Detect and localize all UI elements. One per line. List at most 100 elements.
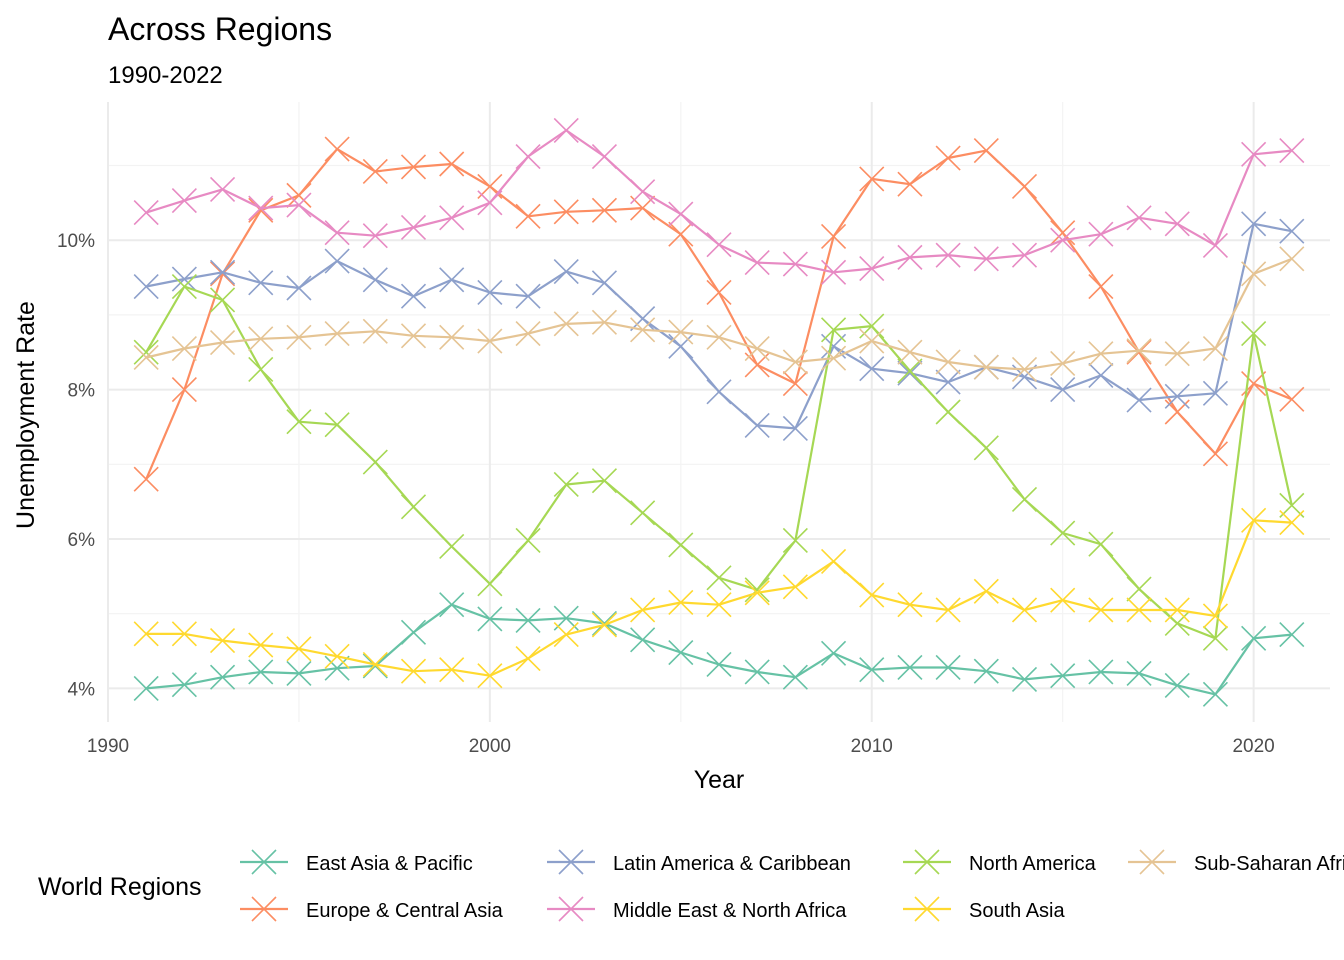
legend-label: Europe & Central Asia (306, 900, 504, 922)
data-point (286, 182, 312, 208)
data-point (248, 195, 274, 221)
data-point (782, 371, 808, 397)
data-point (209, 176, 236, 202)
data-point (362, 653, 388, 679)
data-point (859, 328, 885, 354)
data-point (248, 356, 274, 382)
data-point (668, 532, 694, 558)
data-point (1164, 597, 1190, 623)
data-point (782, 415, 808, 441)
legend-label: South Asia (969, 900, 1066, 922)
data-point (286, 275, 312, 301)
y-tick-label: 8% (68, 381, 96, 402)
data-point (1279, 622, 1305, 648)
data-point (439, 533, 465, 560)
data-point (973, 246, 999, 272)
legend-item: South Asia (903, 896, 1066, 922)
x-tick-label: 1990 (87, 736, 129, 757)
data-point (248, 270, 274, 296)
data-point (820, 223, 847, 250)
y-tick-label: 4% (68, 679, 96, 700)
legend-item: East Asia & Pacific (240, 849, 473, 875)
data-point (324, 248, 350, 274)
legend-item: Sub-Saharan Africa (1128, 849, 1344, 875)
data-point (439, 151, 465, 177)
x-tick-label: 2010 (851, 736, 893, 757)
data-point (1011, 486, 1038, 512)
data-point (591, 143, 618, 170)
data-point (1050, 520, 1076, 546)
legend-key-marker (251, 849, 277, 875)
series-3 (133, 211, 1305, 441)
data-point (1202, 441, 1229, 467)
data-point (859, 256, 885, 282)
data-point (400, 283, 427, 309)
data-point (1202, 335, 1229, 362)
data-point (591, 612, 618, 638)
data-point (630, 597, 656, 623)
data-point (744, 659, 770, 685)
data-point (133, 621, 159, 647)
data-point (668, 201, 694, 227)
data-point (515, 607, 541, 633)
data-point (1241, 507, 1267, 533)
legend: East Asia & Pacific Europe & Central Asia… (240, 849, 1344, 922)
data-point (553, 622, 579, 648)
data-point (439, 324, 465, 350)
data-point (668, 333, 694, 359)
data-point (477, 328, 503, 354)
data-point (1202, 380, 1229, 406)
data-point (897, 244, 923, 270)
data-point (820, 640, 847, 666)
data-point (553, 117, 579, 143)
series-line (146, 519, 1292, 677)
legend-label: North America (969, 853, 1097, 875)
legend-key-marker (251, 896, 277, 922)
data-point (248, 632, 274, 658)
series-line (145, 148, 1293, 480)
data-point (820, 259, 847, 285)
data-point (515, 527, 541, 554)
x-tick-label: 2020 (1232, 736, 1274, 757)
data-point (1088, 273, 1114, 300)
legend-label: Middle East & North Africa (613, 900, 847, 922)
legend-key-marker (558, 896, 584, 922)
data-point (553, 199, 579, 225)
series-5 (133, 273, 1305, 651)
data-point (1050, 227, 1076, 253)
data-point (324, 412, 350, 438)
data-point (171, 672, 197, 698)
data-point (286, 660, 312, 687)
data-point (1050, 663, 1076, 689)
data-point (286, 192, 312, 218)
data-point (553, 259, 579, 285)
data-point (171, 266, 197, 292)
data-point (706, 379, 732, 405)
legend-item: Latin America & Caribbean (547, 849, 851, 875)
data-point (935, 399, 961, 425)
data-point (133, 344, 159, 371)
data-point (477, 571, 503, 597)
data-point (630, 317, 656, 343)
data-point (171, 621, 197, 647)
data-point (706, 651, 732, 678)
data-point (324, 220, 350, 246)
data-point (1164, 610, 1190, 636)
series-6 (133, 507, 1305, 689)
data-point (400, 494, 427, 520)
data-point (1202, 681, 1229, 707)
data-point (1202, 603, 1229, 629)
data-point (859, 582, 885, 608)
data-point (897, 654, 923, 681)
series-7 (133, 246, 1305, 382)
data-point (820, 345, 847, 371)
data-point (668, 589, 694, 616)
data-point (935, 242, 961, 268)
data-point (362, 449, 388, 475)
data-point (1279, 386, 1305, 412)
data-point (1088, 659, 1114, 685)
data-point (820, 548, 847, 574)
data-point (591, 610, 618, 636)
data-point (362, 158, 388, 185)
legend-label: East Asia & Pacific (306, 853, 473, 875)
